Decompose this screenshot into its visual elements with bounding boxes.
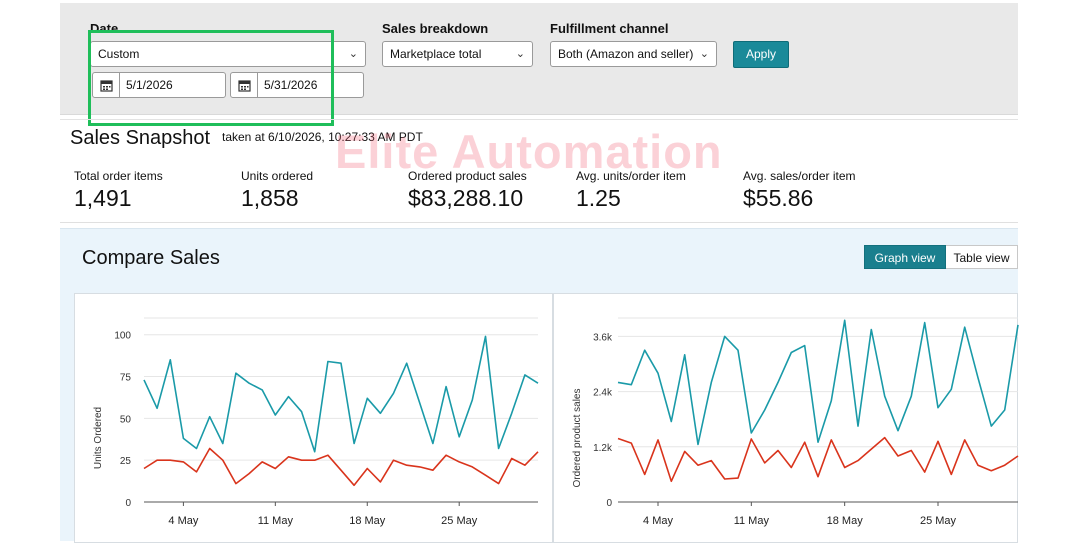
- calendar-icon[interactable]: [231, 73, 258, 97]
- x-tick-label: 18 May: [827, 515, 864, 527]
- end-date-value: 5/31/2026: [264, 78, 318, 92]
- y-tick-label: 1.2k: [593, 443, 613, 454]
- fulfillment-channel-label: Fulfillment channel: [550, 21, 669, 36]
- y-tick-label: 0: [606, 498, 612, 509]
- y-axis-label: Units Ordered: [93, 407, 104, 469]
- series-line-0: [143, 335, 539, 453]
- divider: [60, 222, 1018, 223]
- watermark: Elite Automation: [335, 125, 723, 178]
- x-tick-label: 25 May: [441, 515, 478, 527]
- snapshot-timestamp: taken at 6/10/2026, 10:27:33 AM PDT: [222, 130, 423, 144]
- seller-central-sales-dashboard: Date Custom ⌄ 5/1/2026 5/31/2026 Sales b…: [60, 0, 1019, 543]
- metric-ordered-product-sales: Ordered product sales $83,288.10: [408, 169, 527, 212]
- ordered-product-sales-chart: 0 1.2k 2.4k 3.6k 4 May 11 May 18 May 25 May Orde…: [572, 317, 1019, 527]
- fulfillment-channel-select[interactable]: Both (Amazon and seller) ⌄: [550, 41, 717, 67]
- date-range-select[interactable]: Custom ⌄: [90, 41, 366, 67]
- units-ordered-chart-panel: 0 25 50 75 100 4 May 11 May 18 May 25 May Units O…: [74, 293, 553, 543]
- series-line-0: [617, 319, 1019, 446]
- metric-label: Units ordered: [241, 169, 314, 183]
- chevron-down-icon: ⌄: [699, 48, 709, 60]
- metric-value: 1,858: [241, 185, 299, 211]
- y-tick-label: 100: [114, 331, 131, 342]
- metric-value: $83,288.10: [408, 185, 524, 211]
- metric-value: 1,491: [74, 185, 132, 211]
- sales-breakdown-select[interactable]: Marketplace total ⌄: [382, 41, 533, 67]
- end-date-field[interactable]: 5/31/2026: [230, 72, 364, 98]
- metric-total-order-items: Total order items 1,491: [74, 169, 163, 212]
- apply-button[interactable]: Apply: [733, 41, 789, 68]
- x-tick-label: 11 May: [258, 515, 294, 527]
- y-tick-label: 2.4k: [593, 388, 613, 399]
- metric-label: Avg. units/order item: [576, 169, 686, 183]
- date-range-value: Custom: [98, 47, 140, 61]
- y-tick-label: 3.6k: [593, 332, 613, 343]
- compare-sales-title: Compare Sales: [82, 247, 220, 269]
- metric-value: 1.25: [576, 185, 621, 211]
- metric-label: Ordered product sales: [408, 169, 527, 183]
- y-tick-label: 50: [120, 414, 132, 425]
- units-ordered-chart: 0 25 50 75 100 4 May 11 May 18 May 25 May Units O…: [93, 317, 539, 527]
- x-tick-label: 25 May: [920, 515, 957, 527]
- fulfillment-channel-value: Both (Amazon and seller): [558, 47, 694, 61]
- compare-sales-section: Compare Sales Graph view Table view 0 25 5…: [60, 228, 1019, 543]
- metric-avg-units-per-order-item: Avg. units/order item 1.25: [576, 169, 686, 212]
- y-tick-label: 0: [125, 498, 131, 509]
- sales-breakdown-value: Marketplace total: [390, 47, 482, 61]
- x-tick-label: 11 May: [734, 515, 770, 527]
- filter-bar: Date Custom ⌄ 5/1/2026 5/31/2026 Sales b…: [60, 3, 1018, 115]
- metric-avg-sales-per-order-item: Avg. sales/order item $55.86: [743, 169, 856, 212]
- series-line-1: [617, 436, 1019, 483]
- y-tick-label: 75: [120, 373, 132, 384]
- sales-breakdown-label: Sales breakdown: [382, 21, 489, 36]
- metric-value: $55.86: [743, 185, 814, 211]
- chevron-down-icon: ⌄: [348, 48, 358, 60]
- x-tick-label: 4 May: [168, 515, 198, 527]
- divider: [60, 119, 1018, 120]
- metric-units-ordered: Units ordered 1,858: [241, 169, 313, 212]
- metric-label: Total order items: [74, 169, 163, 183]
- x-tick-label: 18 May: [349, 515, 386, 527]
- table-view-button[interactable]: Table view: [946, 245, 1018, 269]
- x-tick-label: 4 May: [643, 515, 673, 527]
- calendar-icon[interactable]: [93, 73, 120, 97]
- metric-label: Avg. sales/order item: [743, 169, 856, 183]
- snapshot-title: Sales Snapshot: [70, 127, 211, 149]
- graph-view-button[interactable]: Graph view: [864, 245, 946, 269]
- y-axis-label: Ordered product sales: [572, 389, 583, 488]
- chevron-down-icon: ⌄: [515, 48, 525, 60]
- date-highlight-box: [88, 30, 334, 126]
- ordered-product-sales-chart-panel: 0 1.2k 2.4k 3.6k 4 May 11 May 18 May 25 May Orde…: [553, 293, 1019, 543]
- y-tick-label: 25: [120, 456, 132, 467]
- start-date-field[interactable]: 5/1/2026: [92, 72, 226, 98]
- start-date-value: 5/1/2026: [126, 78, 173, 92]
- series-line-1: [143, 447, 539, 487]
